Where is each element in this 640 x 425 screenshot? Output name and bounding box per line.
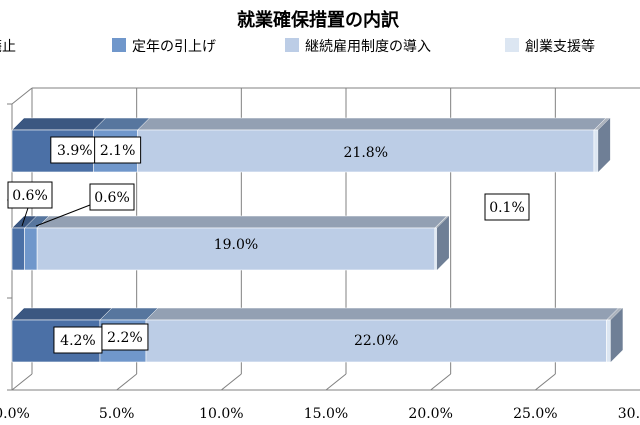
gridline-diagonal: [325, 373, 347, 391]
bar-side-face: [436, 216, 449, 270]
bar-top-face: [145, 307, 620, 321]
data-label: 22.0%: [354, 333, 398, 349]
data-label-box: [484, 193, 530, 221]
gridline-diagonal: [116, 373, 137, 391]
legend-label: 定年制の廃止: [0, 38, 16, 55]
bar-top-face: [11, 117, 107, 131]
x-tick-label: 25.0%: [513, 406, 557, 422]
bar-segment: [145, 319, 607, 363]
data-label: 4.2%: [60, 333, 96, 349]
legend-label: 創業支援等: [525, 38, 595, 55]
frame-diagonal: [11, 87, 33, 105]
chart-title: 就業確保措置の内訳: [237, 9, 400, 31]
data-label-box: [89, 183, 135, 211]
x-tick-label: 0.0%: [0, 406, 30, 422]
bar-side-face: [598, 118, 611, 172]
bar-top-face: [36, 215, 448, 229]
x-tick-label: 20.0%: [408, 406, 452, 422]
bar-segment: [606, 319, 611, 363]
leader-line: [35, 204, 91, 227]
data-label-box: [94, 136, 142, 164]
data-label: 0.1%: [489, 200, 525, 216]
data-label-box: [101, 323, 149, 351]
data-label: 2.2%: [107, 330, 143, 346]
gridline-diagonal: [430, 373, 451, 391]
bar-top-face: [136, 117, 607, 131]
x-tick-label: 5.0%: [99, 406, 135, 422]
bar-segment: [24, 227, 38, 271]
data-label: 3.9%: [57, 143, 93, 159]
bar-segment: [593, 129, 599, 173]
x-tick-label: 10.0%: [199, 406, 243, 422]
bar-segment: [11, 227, 25, 271]
gridline-diagonal: [535, 373, 556, 391]
data-label: 0.6%: [94, 190, 130, 206]
bar-top-face: [11, 307, 113, 321]
x-tick-label: 30.0%: [618, 406, 640, 422]
bars: [11, 117, 624, 363]
bar-segment: [36, 227, 436, 271]
legend-swatch: [505, 38, 519, 52]
gridline-diagonal: [221, 373, 242, 391]
legend-swatch: [112, 38, 126, 52]
x-tick-label: 15.0%: [304, 406, 348, 422]
data-label-box: [50, 136, 100, 164]
data-label: 21.8%: [344, 145, 388, 161]
x-axis-ticks: 0.0% 5.0% 10.0% 15.0% 20.0% 25.0% 30.0%: [0, 406, 640, 422]
bar-segment: [434, 227, 438, 271]
bar-segment: [137, 129, 595, 173]
frame-diagonal: [11, 373, 33, 391]
legend-label: 定年の引上げ: [132, 39, 216, 55]
data-label: 2.1%: [100, 143, 136, 159]
leader-line: [21, 207, 29, 227]
data-label-box: [7, 181, 53, 209]
legend-swatch: [285, 38, 299, 52]
legend-label: 継続雇用制度の導入: [305, 38, 431, 55]
bar-side-face: [610, 308, 623, 362]
legend: 定年制の廃止 定年の引上げ 継続雇用制度の導入 創業支援等: [0, 38, 595, 55]
data-label: 0.6%: [12, 188, 48, 204]
data-labels: 3.9% 2.1% 21.8% 0.6% 0.6% 19.0% 0.1% 4.2% 2.2% 22…: [7, 136, 530, 354]
data-label: 19.0%: [214, 237, 258, 253]
